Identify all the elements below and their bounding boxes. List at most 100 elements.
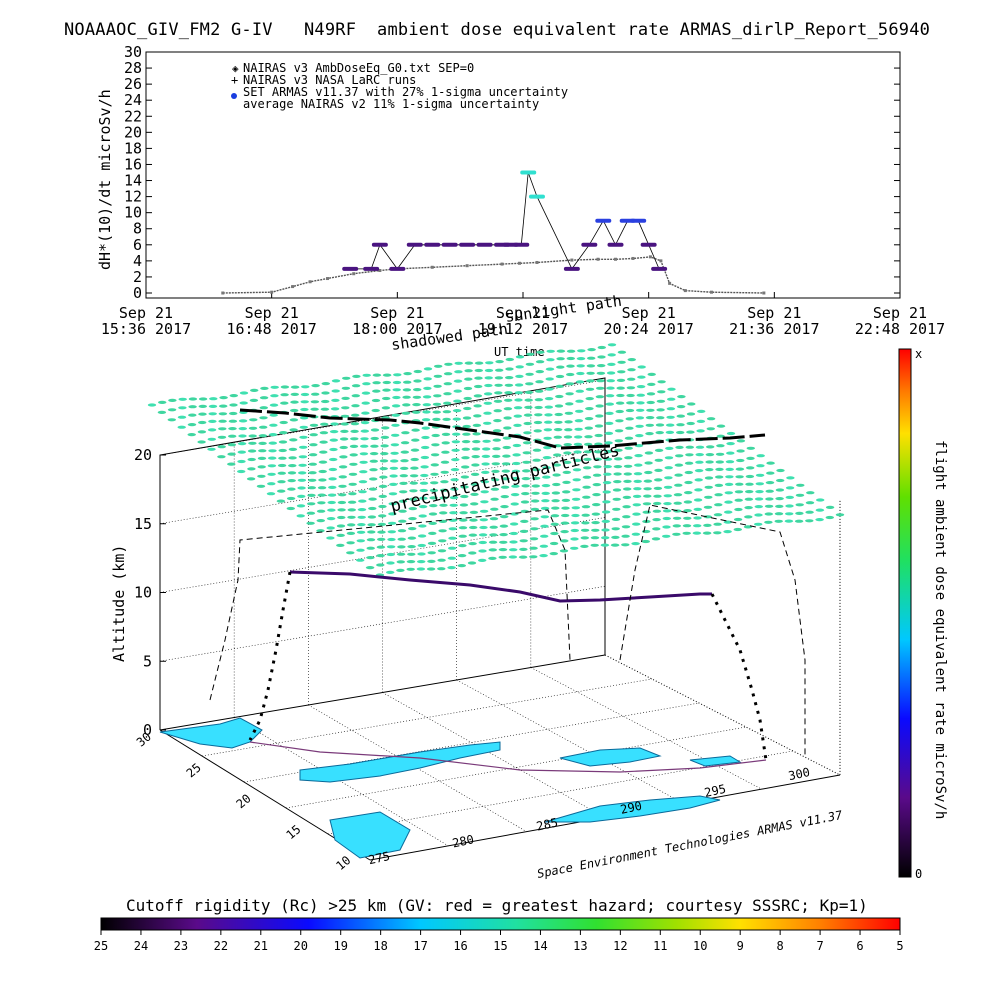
latitude-tick-label: 10 — [333, 853, 353, 873]
particle-mark — [556, 365, 565, 369]
particle-mark — [663, 502, 672, 506]
armas-point — [630, 218, 647, 223]
particle-mark — [612, 488, 622, 492]
particle-mark — [359, 470, 368, 474]
particle-mark — [509, 522, 519, 526]
particle-mark — [348, 472, 358, 476]
particle-mark — [288, 464, 297, 468]
particle-mark — [764, 504, 774, 508]
x-tick-time: 18:00 2017 — [352, 320, 442, 338]
particle-mark — [593, 457, 602, 461]
particle-mark — [279, 420, 288, 425]
flight-tracks — [209, 408, 806, 773]
particle-mark — [754, 505, 763, 509]
particle-mark — [339, 455, 348, 459]
armas-point — [607, 242, 624, 247]
x-tick-time: 22:48 2017 — [855, 320, 945, 338]
particle-mark — [406, 567, 415, 571]
particle-mark — [520, 509, 529, 513]
particle-mark — [560, 530, 569, 534]
particle-mark — [328, 467, 338, 472]
armas-point — [459, 242, 476, 247]
particle-mark — [654, 468, 663, 472]
particle-mark — [544, 420, 553, 424]
floor-grid-line — [382, 692, 606, 818]
particle-mark — [386, 552, 395, 557]
particle-mark — [540, 515, 549, 519]
particle-mark — [536, 350, 545, 354]
particle-mark — [706, 427, 715, 431]
florida-landmass — [159, 717, 263, 749]
particle-mark — [535, 370, 544, 374]
y-tick-label: 6 — [133, 236, 142, 254]
particle-mark — [704, 495, 713, 499]
particle-mark — [622, 495, 632, 499]
particle-mark — [409, 489, 418, 493]
particle-mark — [410, 448, 420, 452]
particle-mark — [577, 349, 586, 353]
particle-mark — [287, 471, 297, 475]
rc-tick-label: 5 — [896, 939, 903, 953]
particle-mark — [376, 545, 386, 549]
particle-mark — [675, 445, 684, 449]
particle-mark — [657, 380, 666, 384]
particle-mark — [498, 548, 508, 552]
particle-mark — [421, 445, 430, 450]
x-tick-date: Sep 21 — [245, 304, 299, 322]
particle-mark — [317, 501, 326, 505]
particle-mark — [491, 469, 500, 473]
particle-mark — [443, 401, 452, 405]
particle-mark — [524, 398, 533, 402]
particle-mark — [530, 517, 539, 521]
rc-tick-label: 14 — [533, 939, 547, 953]
x-tick-date: Sep 21 — [873, 304, 927, 322]
particle-mark — [357, 508, 367, 512]
particle-mark — [379, 475, 388, 479]
particle-mark — [541, 484, 551, 488]
particle-mark — [309, 433, 318, 437]
particle-mark — [805, 501, 815, 505]
particle-mark — [444, 362, 453, 366]
particle-mark — [484, 368, 494, 373]
particle-mark — [735, 475, 744, 479]
particle-mark — [735, 467, 745, 471]
particle-mark — [360, 429, 369, 433]
particle-mark — [686, 421, 695, 426]
particle-mark — [672, 532, 681, 536]
particle-mark — [555, 374, 565, 379]
particle-mark — [307, 486, 316, 490]
particle-mark — [457, 554, 467, 558]
particle-mark — [411, 438, 420, 442]
x-tick-date: Sep 21 — [119, 304, 173, 322]
particle-mark — [320, 422, 329, 426]
particle-mark — [704, 485, 713, 489]
particle-mark — [360, 421, 370, 425]
particle-mark — [376, 554, 385, 558]
particle-mark — [329, 447, 338, 452]
particle-mark — [412, 403, 421, 407]
particle-mark — [417, 560, 426, 564]
nairas-point — [518, 261, 522, 265]
particle-mark — [460, 494, 469, 499]
particle-mark — [422, 403, 431, 407]
particle-mark — [621, 534, 630, 538]
particle-mark — [330, 407, 340, 411]
particle-mark — [522, 441, 532, 445]
particle-mark — [542, 466, 551, 470]
particle-mark — [478, 549, 487, 553]
particle-mark — [674, 473, 683, 477]
particle-mark — [484, 376, 493, 380]
nairas-series-line — [222, 256, 764, 294]
particle-mark — [621, 525, 631, 529]
x-tick-date: Sep 21 — [496, 304, 550, 322]
particle-mark — [381, 426, 390, 430]
particle-mark — [340, 414, 350, 418]
particle-mark — [299, 435, 308, 439]
particle-mark — [498, 555, 507, 559]
particle-mark — [746, 466, 755, 470]
particle-mark — [521, 477, 531, 481]
x-tick-date: Sep 21 — [622, 304, 676, 322]
y-tick-label: 28 — [124, 59, 142, 77]
particle-mark — [714, 503, 723, 507]
